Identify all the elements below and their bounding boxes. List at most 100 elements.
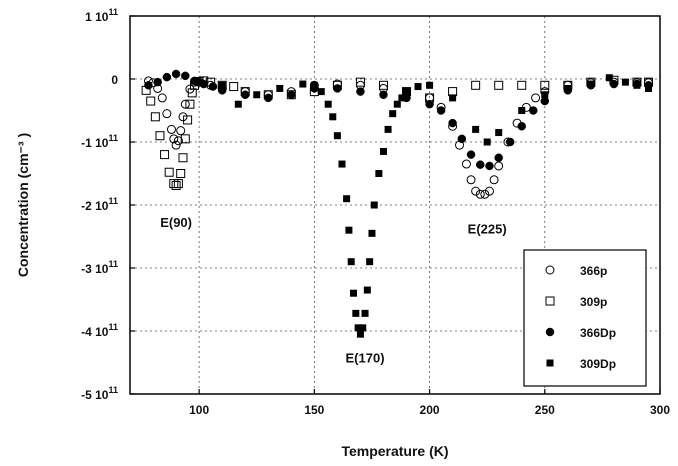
peak-annotation: E(170) (346, 351, 385, 366)
data-point (484, 186, 494, 196)
data-point (162, 109, 172, 119)
data-point (466, 150, 476, 159)
data-point (355, 77, 365, 87)
data-point (489, 175, 499, 185)
peak-annotation: E(90) (160, 215, 192, 230)
data-point (153, 77, 162, 87)
y-tick-label: -5 1011 (81, 385, 118, 402)
legend-marker (545, 265, 555, 275)
data-point (564, 84, 572, 92)
data-point (324, 100, 332, 108)
y-tick-label: -1 1011 (81, 133, 118, 150)
data-point (531, 93, 541, 103)
legend-label: 366Dp (580, 326, 616, 340)
data-point (218, 81, 226, 89)
data-point (375, 170, 383, 177)
legend-label: 309p (580, 295, 607, 309)
legend-label: 366p (580, 264, 607, 278)
data-point (329, 113, 337, 121)
data-point (343, 195, 351, 203)
data-point (160, 150, 170, 160)
data-point (633, 81, 641, 89)
y-tick-label: -3 1011 (81, 259, 118, 276)
data-point (644, 84, 652, 92)
legend-label: 309Dp (580, 357, 616, 371)
data-point (361, 309, 369, 317)
series-309p (141, 75, 653, 190)
data-point (605, 74, 613, 82)
data-point (541, 91, 549, 99)
data-point (436, 106, 446, 115)
data-point (208, 82, 218, 91)
data-point (354, 324, 362, 332)
data-point (379, 90, 388, 99)
data-point (287, 90, 296, 99)
data-point (517, 122, 526, 131)
data-point (475, 189, 485, 199)
data-point (457, 134, 467, 144)
data-point (461, 159, 471, 169)
data-point (393, 100, 401, 108)
data-point (621, 78, 629, 86)
data-point (471, 186, 481, 196)
data-point (176, 169, 186, 178)
data-markers (141, 69, 653, 338)
data-point (155, 131, 165, 141)
data-point (144, 81, 153, 90)
data-point (480, 189, 490, 199)
data-point (389, 110, 397, 118)
y-tick-label: -2 1011 (81, 196, 118, 213)
y-tick-label: 0 (111, 73, 118, 87)
data-point (333, 132, 341, 140)
data-point (529, 106, 538, 115)
legend: 366p 309p 366Dp 309Dp (523, 249, 647, 387)
data-point (518, 107, 526, 114)
data-point (164, 167, 174, 177)
data-point (485, 161, 494, 171)
data-point (347, 258, 355, 266)
series-309Dp (195, 74, 652, 338)
data-point (449, 94, 457, 102)
data-point (333, 84, 342, 93)
data-point (505, 137, 515, 147)
data-point (181, 71, 190, 81)
legend-item: 366Dp (545, 326, 616, 340)
data-point (176, 126, 186, 136)
data-point (426, 81, 434, 89)
x-tick-label: 150 (304, 403, 324, 417)
legend-marker (545, 327, 555, 337)
y-tick-label: -4 1011 (81, 322, 118, 339)
data-point (150, 112, 160, 122)
x-tick-label: 250 (535, 403, 555, 417)
y-tick-label: 1 1011 (85, 7, 118, 24)
data-point (448, 118, 457, 128)
data-point (183, 115, 193, 125)
data-point (171, 140, 181, 150)
data-point (425, 99, 434, 109)
legend-marker (545, 296, 555, 306)
legend-item: 366p (545, 264, 607, 278)
data-point (466, 175, 476, 185)
data-point (370, 201, 378, 209)
data-point (366, 258, 374, 266)
axis-ticks: 100 150 200 250 300 1 1011 0 -1 1011 -2 1011 -3 1… (81, 7, 670, 417)
data-point (471, 80, 481, 90)
data-point (185, 99, 195, 109)
data-point (173, 179, 183, 189)
data-point (229, 82, 239, 92)
x-tick-label: 300 (650, 403, 670, 417)
peak-annotation: E(225) (468, 221, 507, 236)
data-point (494, 153, 503, 162)
data-point (476, 160, 485, 169)
data-point (310, 81, 318, 89)
data-point (162, 72, 172, 82)
data-point (414, 83, 422, 91)
data-point (157, 93, 167, 103)
data-point (379, 147, 387, 155)
data-point (180, 99, 190, 109)
data-point (195, 78, 203, 86)
data-point (264, 93, 273, 103)
data-point (178, 153, 188, 163)
data-point (171, 180, 181, 190)
